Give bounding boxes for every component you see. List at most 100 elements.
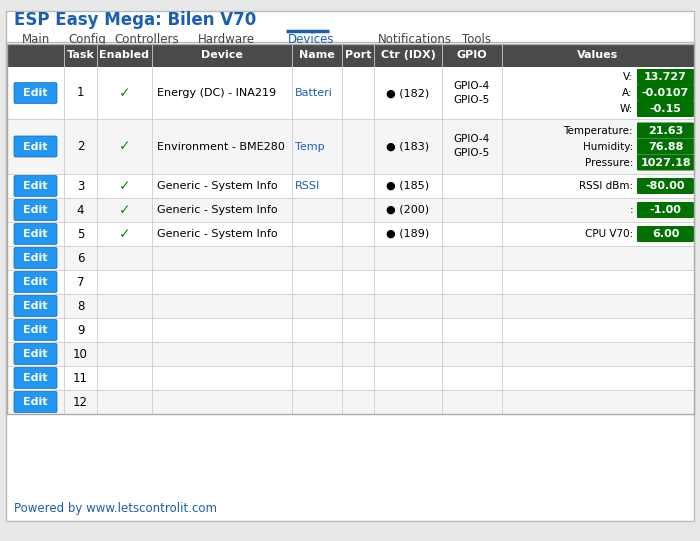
Bar xyxy=(7,390,694,414)
Text: 21.63: 21.63 xyxy=(648,126,683,135)
FancyBboxPatch shape xyxy=(14,272,57,293)
Text: Generic - System Info: Generic - System Info xyxy=(157,181,278,191)
Text: RSSI: RSSI xyxy=(295,181,321,191)
Text: Edit: Edit xyxy=(23,88,48,98)
Text: ● (183): ● (183) xyxy=(386,142,430,151)
Text: :: : xyxy=(629,205,633,215)
FancyBboxPatch shape xyxy=(14,82,57,103)
Text: 7: 7 xyxy=(77,275,84,288)
Text: Name: Name xyxy=(299,50,335,61)
FancyBboxPatch shape xyxy=(637,85,694,101)
Text: Edit: Edit xyxy=(23,229,48,239)
Text: Main: Main xyxy=(22,33,50,46)
Text: 13.727: 13.727 xyxy=(644,72,687,82)
Bar xyxy=(7,318,694,342)
Bar xyxy=(7,198,694,222)
Bar xyxy=(7,67,694,119)
Text: W:: W: xyxy=(620,104,633,114)
Bar xyxy=(7,294,694,318)
FancyBboxPatch shape xyxy=(637,122,694,138)
FancyBboxPatch shape xyxy=(14,392,57,412)
FancyBboxPatch shape xyxy=(637,178,694,194)
Text: Humidity:: Humidity: xyxy=(582,142,633,151)
Text: ● (189): ● (189) xyxy=(386,229,430,239)
FancyBboxPatch shape xyxy=(14,320,57,340)
Text: -0.0107: -0.0107 xyxy=(642,88,689,98)
FancyBboxPatch shape xyxy=(14,344,57,365)
Bar xyxy=(7,342,694,366)
Bar xyxy=(7,222,694,246)
FancyBboxPatch shape xyxy=(14,223,57,245)
FancyBboxPatch shape xyxy=(637,69,694,85)
Text: Energy (DC) - INA219: Energy (DC) - INA219 xyxy=(157,88,276,98)
Text: 1: 1 xyxy=(77,87,84,100)
FancyBboxPatch shape xyxy=(14,295,57,316)
Text: Edit: Edit xyxy=(23,397,48,407)
Text: 8: 8 xyxy=(77,300,84,313)
Text: Config: Config xyxy=(68,33,106,46)
Text: Powered by www.letscontrolit.com: Powered by www.letscontrolit.com xyxy=(14,502,217,515)
Text: Pressure:: Pressure: xyxy=(584,157,633,168)
Text: ✓: ✓ xyxy=(119,203,130,217)
Text: -1.00: -1.00 xyxy=(650,205,681,215)
Bar xyxy=(7,174,694,198)
FancyBboxPatch shape xyxy=(637,138,694,155)
Text: Values: Values xyxy=(578,50,619,61)
Text: Temp: Temp xyxy=(295,142,325,151)
Text: Task: Task xyxy=(66,50,94,61)
Text: Temperature:: Temperature: xyxy=(564,126,633,135)
Text: 1027.18: 1027.18 xyxy=(640,157,691,168)
Text: 11: 11 xyxy=(73,372,88,385)
Text: Enabled: Enabled xyxy=(99,50,150,61)
Text: GPIO-4
GPIO-5: GPIO-4 GPIO-5 xyxy=(454,81,490,105)
Text: Edit: Edit xyxy=(23,181,48,191)
Text: -80.00: -80.00 xyxy=(645,181,685,191)
Text: ● (182): ● (182) xyxy=(386,88,430,98)
Bar xyxy=(7,44,694,414)
Bar xyxy=(7,246,694,270)
Text: 3: 3 xyxy=(77,180,84,193)
Text: Edit: Edit xyxy=(23,301,48,311)
Text: Device: Device xyxy=(201,50,243,61)
Text: 12: 12 xyxy=(73,395,88,408)
Text: 6.00: 6.00 xyxy=(652,229,679,239)
Bar xyxy=(7,270,694,294)
Text: ● (200): ● (200) xyxy=(386,205,430,215)
Text: Generic - System Info: Generic - System Info xyxy=(157,229,278,239)
Text: 4: 4 xyxy=(77,203,84,216)
Text: 2: 2 xyxy=(77,140,84,153)
FancyBboxPatch shape xyxy=(14,175,57,196)
Text: V:: V: xyxy=(623,72,633,82)
FancyBboxPatch shape xyxy=(637,226,694,242)
Text: GPIO: GPIO xyxy=(456,50,487,61)
Text: Generic - System Info: Generic - System Info xyxy=(157,205,278,215)
Text: Edit: Edit xyxy=(23,277,48,287)
Text: Controllers: Controllers xyxy=(114,33,178,46)
Text: ✓: ✓ xyxy=(119,179,130,193)
Text: 6: 6 xyxy=(77,252,84,265)
Text: 5: 5 xyxy=(77,228,84,241)
FancyBboxPatch shape xyxy=(14,200,57,221)
FancyBboxPatch shape xyxy=(637,101,694,117)
FancyBboxPatch shape xyxy=(14,247,57,268)
Text: ESP Easy Mega: Bilen V70: ESP Easy Mega: Bilen V70 xyxy=(14,11,256,29)
Text: Hardware: Hardware xyxy=(198,33,255,46)
Text: ✓: ✓ xyxy=(119,227,130,241)
Text: GPIO-4
GPIO-5: GPIO-4 GPIO-5 xyxy=(454,135,490,159)
Text: 9: 9 xyxy=(77,324,84,337)
Text: ✓: ✓ xyxy=(119,86,130,100)
FancyBboxPatch shape xyxy=(14,367,57,388)
Text: Batteri: Batteri xyxy=(295,88,333,98)
Text: Edit: Edit xyxy=(23,205,48,215)
Text: Tools: Tools xyxy=(462,33,491,46)
Text: Edit: Edit xyxy=(23,349,48,359)
Text: CPU V70:: CPU V70: xyxy=(584,229,633,239)
Text: A:: A: xyxy=(622,88,633,98)
Text: RSSI dBm:: RSSI dBm: xyxy=(579,181,633,191)
FancyBboxPatch shape xyxy=(637,202,694,218)
FancyBboxPatch shape xyxy=(637,155,694,170)
Text: 10: 10 xyxy=(73,347,88,360)
Text: Edit: Edit xyxy=(23,373,48,383)
Bar xyxy=(7,44,694,67)
Text: Edit: Edit xyxy=(23,325,48,335)
